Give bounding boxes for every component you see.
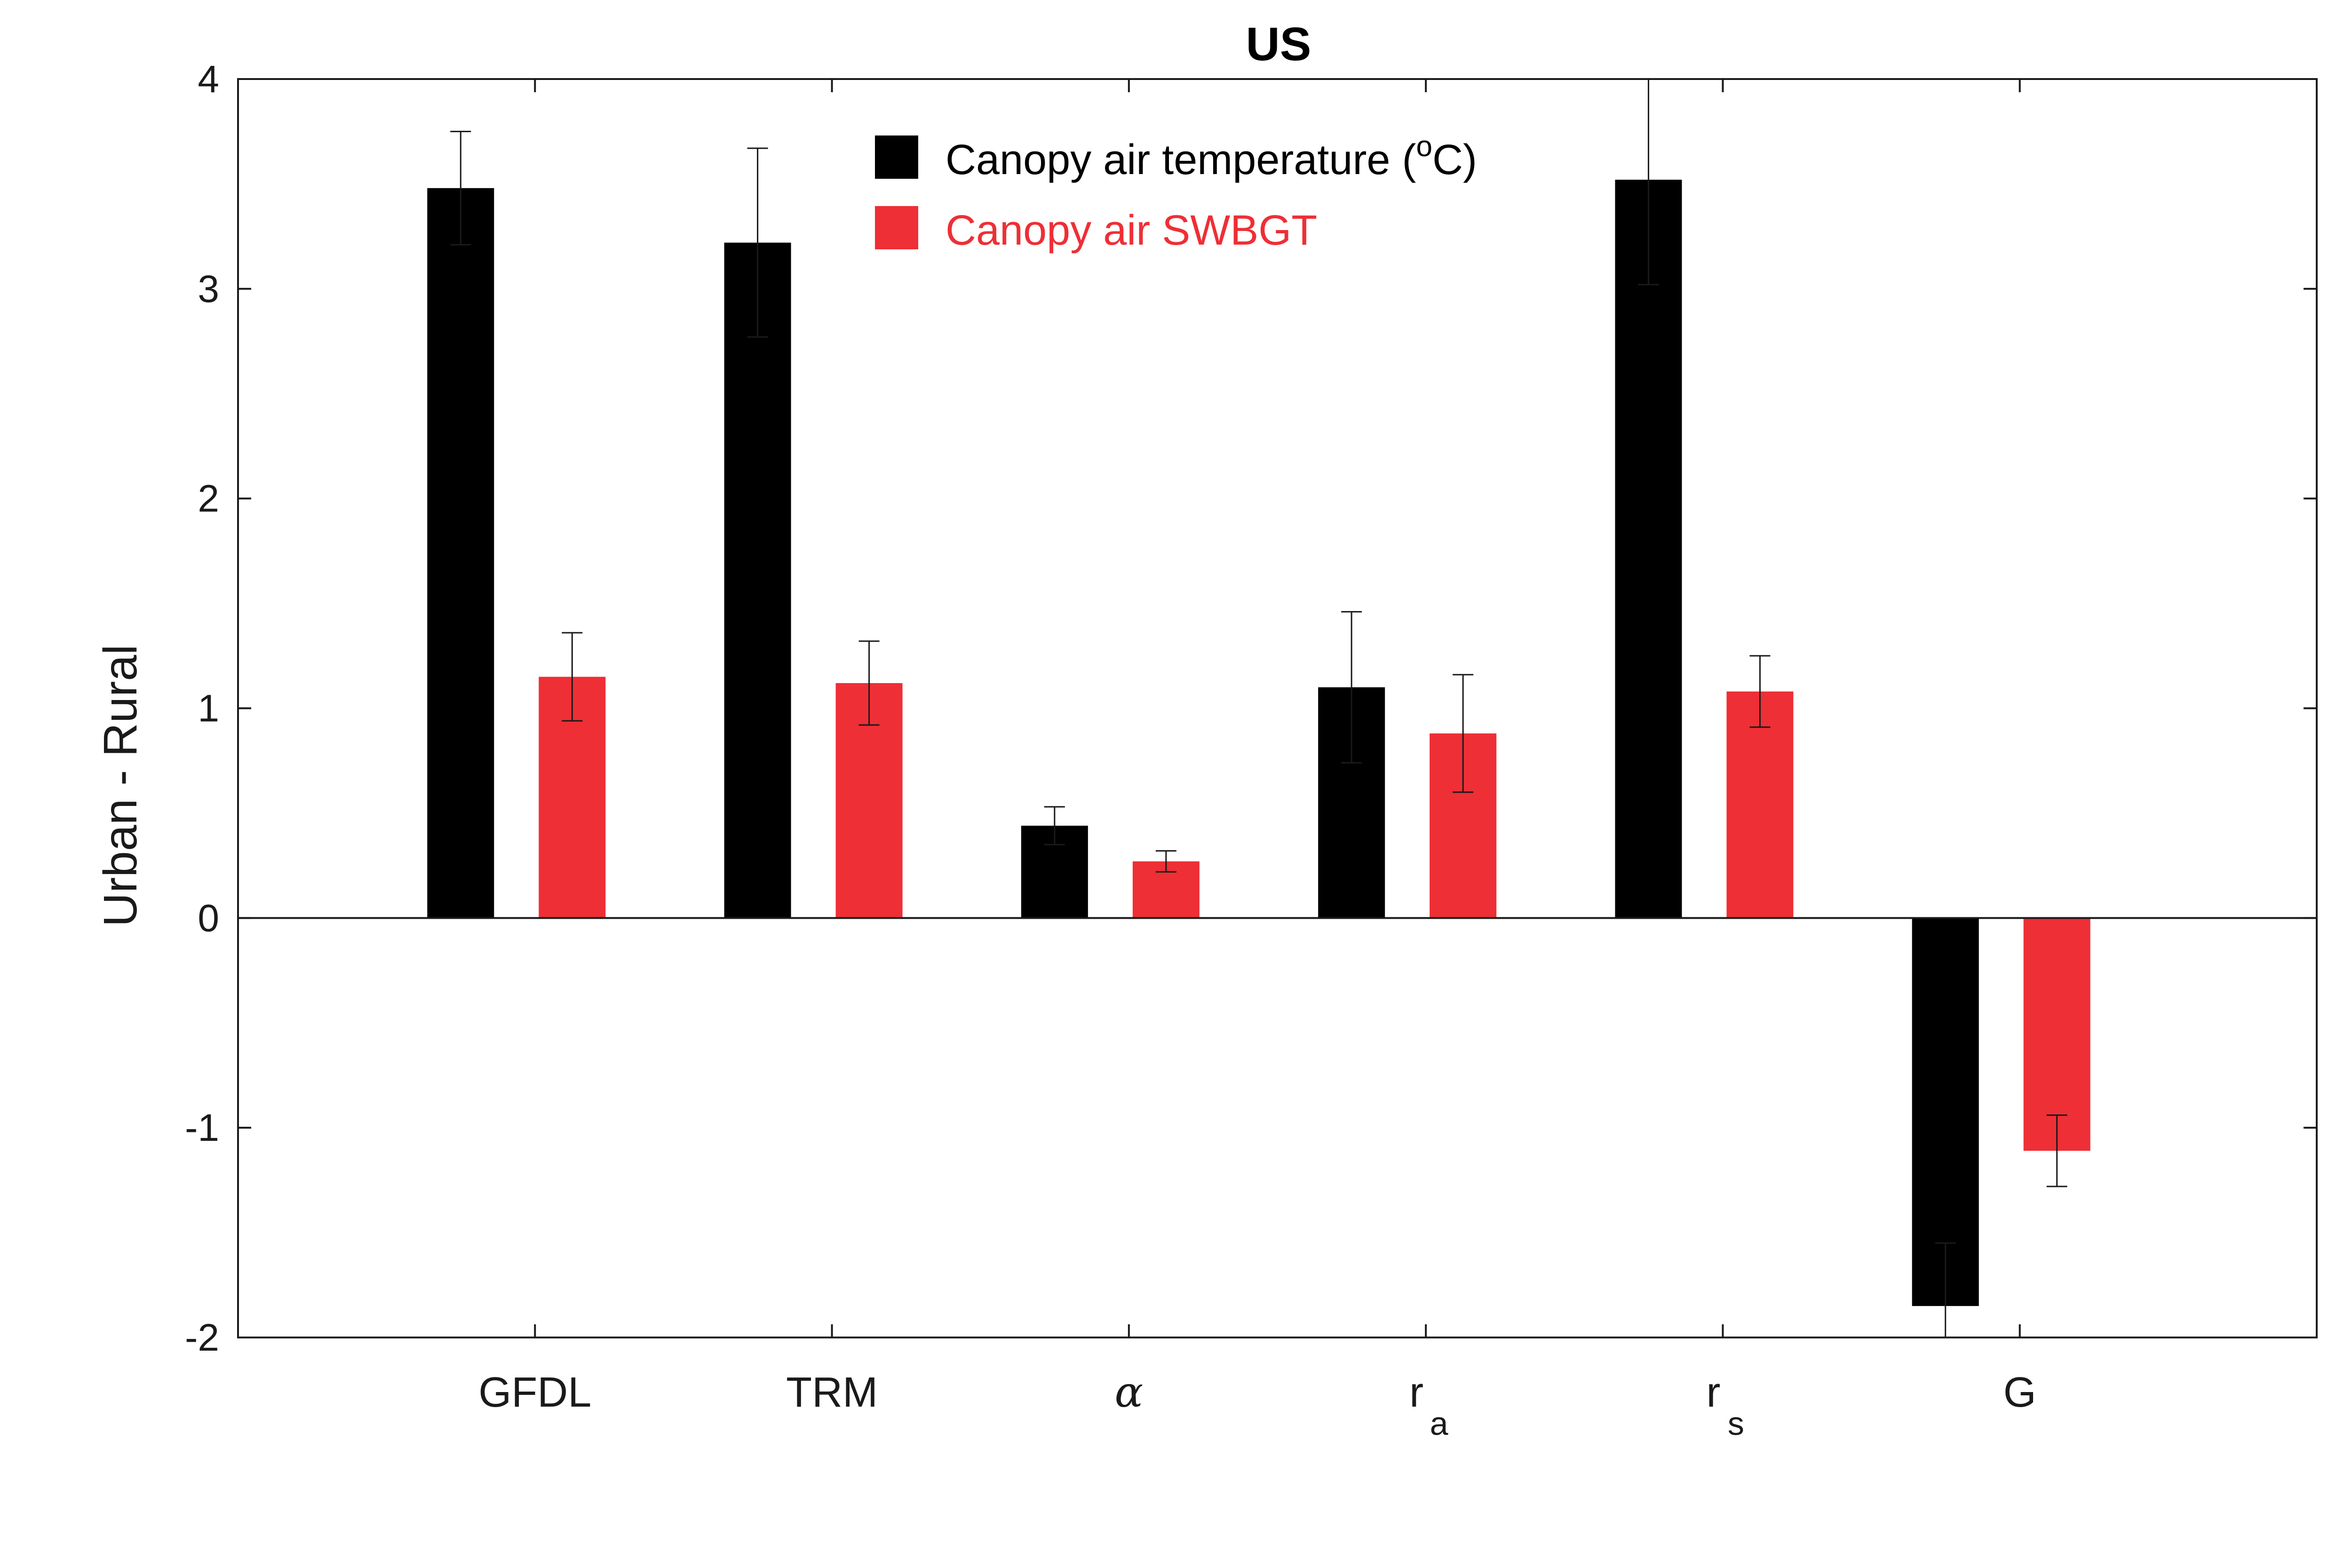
bar [1726, 691, 1794, 918]
y-tick-label: 1 [198, 687, 219, 730]
chart-title: US [1246, 18, 1311, 71]
x-tick-label: GFDL [478, 1369, 591, 1416]
legend: Canopy air temperature (oC) Canopy air SW… [875, 130, 1477, 254]
bar [1615, 180, 1682, 918]
x-tick-label: α [1114, 1368, 1143, 1417]
y-tick-label: -2 [185, 1316, 219, 1359]
y-axis-label: Urban - Rural [94, 645, 147, 927]
x-tick-label: G [2003, 1369, 2036, 1416]
y-tick-label: 3 [198, 268, 219, 310]
x-tick-label-subscript: a [1430, 1405, 1448, 1442]
x-tick-label: TRM [786, 1369, 878, 1416]
y-tick-label: -1 [185, 1106, 219, 1149]
y-tick-label: 2 [198, 478, 219, 520]
legend-swatch [875, 206, 918, 249]
y-tick-label: 4 [198, 58, 219, 101]
x-tick-label-subscript: s [1728, 1405, 1744, 1442]
y-tick-label: 0 [198, 897, 219, 939]
x-tick-label: r [1409, 1369, 1423, 1416]
bar [724, 242, 791, 918]
bar [427, 188, 494, 918]
legend-label: Canopy air temperature (oC) [946, 130, 1477, 183]
bar [1912, 918, 1979, 1306]
legend-swatch [875, 135, 918, 179]
x-tick-label: r [1706, 1369, 1720, 1416]
bar [2023, 918, 2090, 1151]
legend-label: Canopy air SWBGT [946, 207, 1317, 254]
